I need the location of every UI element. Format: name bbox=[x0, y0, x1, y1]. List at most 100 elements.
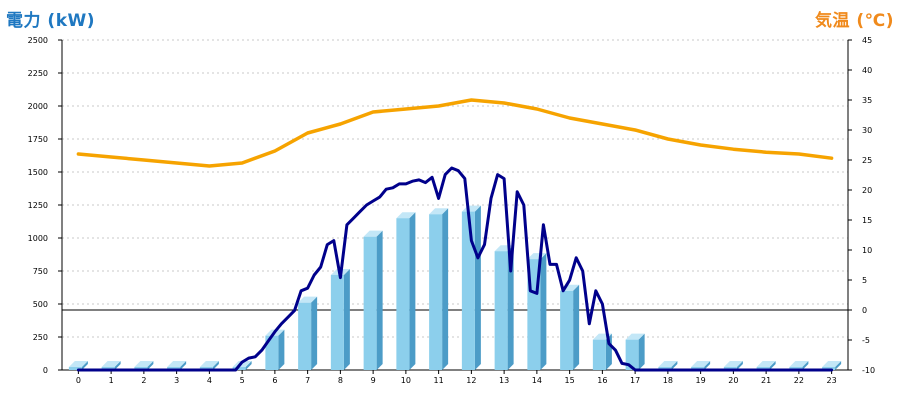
bar-side bbox=[343, 268, 350, 370]
bar-side bbox=[769, 361, 776, 370]
left-tick-label: 1500 bbox=[28, 168, 48, 177]
bar-side bbox=[212, 361, 219, 370]
bar-side bbox=[802, 361, 809, 370]
bar-side bbox=[376, 230, 383, 370]
x-tick-label: 0 bbox=[76, 376, 81, 385]
bar-side bbox=[147, 361, 154, 370]
bar-top bbox=[396, 212, 416, 219]
x-tick-label: 9 bbox=[371, 376, 376, 385]
bar bbox=[494, 251, 508, 370]
left-axis-title: 電力 (kW) bbox=[6, 11, 96, 31]
bar bbox=[232, 367, 246, 370]
bar-top bbox=[756, 361, 776, 367]
bar bbox=[396, 218, 410, 370]
bar-top bbox=[691, 361, 711, 367]
bar-top bbox=[199, 361, 219, 367]
bar-side bbox=[81, 361, 88, 370]
bar-top bbox=[822, 361, 842, 367]
right-tick-label: 35 bbox=[862, 96, 872, 105]
x-tick-label: 21 bbox=[761, 376, 771, 385]
left-tick-label: 250 bbox=[33, 333, 48, 342]
left-tick-label: 2250 bbox=[28, 69, 48, 78]
right-tick-label: 5 bbox=[862, 276, 867, 285]
temperature-series-line bbox=[76, 98, 834, 168]
power-series-line bbox=[76, 166, 834, 372]
bar bbox=[461, 211, 475, 370]
bar-top bbox=[298, 296, 318, 303]
left-tick-label: 0 bbox=[43, 366, 48, 375]
bar-side bbox=[704, 361, 711, 370]
x-tick-label: 22 bbox=[794, 376, 804, 385]
bar-side bbox=[311, 296, 318, 370]
bar-side bbox=[278, 329, 285, 370]
bar-side bbox=[180, 361, 187, 370]
right-tick-label: 25 bbox=[862, 156, 872, 165]
left-tick-label: 1000 bbox=[28, 234, 48, 243]
left-tick-label: 750 bbox=[33, 267, 48, 276]
x-tick-label: 16 bbox=[597, 376, 607, 385]
right-tick-label: 20 bbox=[862, 186, 872, 195]
bar-side bbox=[638, 333, 645, 370]
left-tick-label: 1750 bbox=[28, 135, 48, 144]
bar-side bbox=[671, 361, 678, 370]
right-tick-label: 30 bbox=[862, 126, 872, 135]
bar bbox=[560, 290, 574, 370]
bar-side bbox=[114, 361, 121, 370]
bar bbox=[68, 367, 82, 370]
bar-top bbox=[101, 361, 121, 367]
bar-side bbox=[245, 361, 252, 370]
right-tick-label: 0 bbox=[862, 306, 867, 315]
bar-side bbox=[540, 253, 547, 370]
right-tick-label: 15 bbox=[862, 216, 872, 225]
x-tick-label: 15 bbox=[565, 376, 575, 385]
bar-top bbox=[429, 208, 449, 215]
bar-top bbox=[723, 361, 743, 367]
right-tick-label: 40 bbox=[862, 66, 872, 75]
bar bbox=[298, 302, 312, 370]
bar-side bbox=[474, 205, 481, 370]
left-tick-label: 1250 bbox=[28, 201, 48, 210]
x-tick-label: 3 bbox=[174, 376, 179, 385]
right-tick-label: -10 bbox=[862, 366, 875, 375]
bar bbox=[592, 339, 606, 370]
bar-side bbox=[442, 208, 449, 370]
bar-top bbox=[625, 333, 645, 340]
bar bbox=[265, 335, 279, 370]
x-tick-label: 10 bbox=[401, 376, 411, 385]
right-tick-label: 45 bbox=[862, 36, 872, 45]
bar bbox=[330, 274, 344, 370]
x-tick-label: 17 bbox=[630, 376, 640, 385]
x-tick-label: 13 bbox=[499, 376, 509, 385]
bar-top bbox=[68, 361, 88, 367]
x-tick-label: 4 bbox=[207, 376, 212, 385]
right-axis-title: 気温 (℃) bbox=[814, 11, 894, 31]
bar-top bbox=[789, 361, 809, 367]
left-tick-label: 2500 bbox=[28, 36, 48, 45]
x-tick-label: 1 bbox=[109, 376, 114, 385]
bar-side bbox=[573, 284, 580, 370]
bar bbox=[429, 214, 443, 370]
x-tick-label: 7 bbox=[305, 376, 310, 385]
x-tick-label: 2 bbox=[141, 376, 146, 385]
bar-top bbox=[658, 361, 678, 367]
right-tick-label: -5 bbox=[862, 336, 870, 345]
bar-side bbox=[507, 245, 514, 370]
x-tick-label: 20 bbox=[728, 376, 738, 385]
x-tick-label: 6 bbox=[272, 376, 277, 385]
x-tick-label: 11 bbox=[434, 376, 444, 385]
bar bbox=[625, 339, 639, 370]
x-tick-label: 8 bbox=[338, 376, 343, 385]
bar-side bbox=[835, 361, 842, 370]
x-tick-label: 19 bbox=[696, 376, 706, 385]
bar-top bbox=[167, 361, 187, 367]
left-tick-label: 500 bbox=[33, 300, 48, 309]
bar-top bbox=[134, 361, 154, 367]
x-tick-label: 12 bbox=[466, 376, 476, 385]
bar-top bbox=[363, 230, 383, 237]
x-tick-label: 18 bbox=[663, 376, 673, 385]
x-tick-label: 5 bbox=[240, 376, 245, 385]
x-tick-label: 23 bbox=[827, 376, 837, 385]
bar bbox=[363, 236, 377, 370]
